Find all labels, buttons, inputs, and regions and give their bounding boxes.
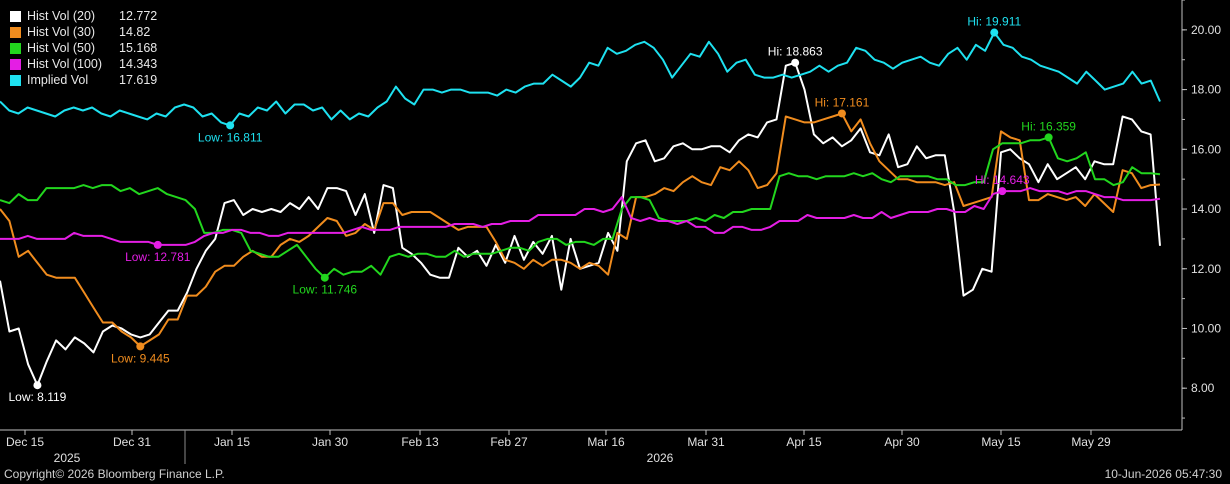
series-layer: [0, 31, 1161, 387]
annotation-label: Low: 8.119: [9, 390, 67, 404]
year-label: 2025: [54, 451, 81, 465]
legend-series-value: 17.619: [119, 73, 158, 87]
y-tick-label: 10.00: [1191, 321, 1221, 335]
x-tick-label: Apr 15: [786, 435, 822, 449]
chart-axes: 8.00 10.00 12.00 14.00 16.00 18.00 20.00 Dec 15…: [0, 0, 1221, 465]
annotation-label: Hi: 17.161: [815, 95, 870, 109]
y-tick-label: 12.00: [1191, 262, 1221, 276]
copyright-text: Copyright© 2026 Bloomberg Finance L.P.: [4, 467, 225, 481]
x-tick-label: Mar 31: [687, 435, 725, 449]
legend-item: Hist Vol (20) 12.772: [10, 8, 157, 24]
legend-item: Hist Vol (100) 14.343: [10, 56, 157, 72]
annotation-marker: [1044, 133, 1053, 142]
x-tick-label: Jan 15: [214, 435, 250, 449]
series-line-1: [0, 112, 1161, 348]
annotation-marker: [136, 342, 145, 351]
y-tick-label: 18.00: [1191, 83, 1221, 97]
legend-series-name: Hist Vol (20): [27, 9, 96, 23]
legend-series-name: Hist Vol (30): [27, 25, 96, 39]
annotation-marker: [791, 58, 800, 67]
x-tick-label: May 15: [981, 435, 1021, 449]
annotation-label: Hi: 16.359: [1021, 119, 1076, 133]
series-line-3: [0, 187, 1161, 246]
legend-item: Hist Vol (50) 15.168: [10, 40, 157, 56]
legend: Hist Vol (20) 12.772 Hist Vol (30) 14.82 His…: [6, 6, 162, 90]
legend-swatch: [10, 10, 21, 22]
annotation-label: Hi: 18.863: [768, 45, 823, 59]
annotation-marker: [990, 28, 999, 37]
x-tick-label: Apr 30: [884, 435, 920, 449]
legend-series-name: Implied Vol: [27, 73, 89, 87]
annotation-label: Hi: 19.911: [967, 15, 1021, 29]
timestamp-text: 10-Jun-2026 05:47:30: [1104, 467, 1222, 481]
legend-series-value: 14.343: [119, 57, 158, 71]
annotation-marker: [998, 187, 1007, 196]
legend-swatch: [10, 26, 21, 38]
annotation-marker: [837, 109, 846, 118]
x-tick-label: Feb 27: [490, 435, 528, 449]
annotation-label: Hi: 14.643: [975, 173, 1030, 187]
year-label: 2026: [647, 451, 674, 465]
legend-swatch: [10, 74, 21, 86]
legend-item: Implied Vol 17.619: [10, 72, 157, 88]
legend-series-name: Hist Vol (100): [27, 57, 103, 71]
y-tick-label: 8.00: [1191, 381, 1215, 395]
legend-series-value: 14.82: [119, 25, 151, 39]
x-tick-label: Dec 15: [6, 435, 44, 449]
series-line-2: [0, 136, 1161, 279]
y-tick-label: 14.00: [1191, 202, 1221, 216]
y-tick-label: 16.00: [1191, 142, 1221, 156]
y-tick-label: 20.00: [1191, 23, 1221, 37]
annotation-marker: [320, 273, 329, 282]
annotation-label: Low: 12.781: [125, 250, 191, 264]
annotation-label: Low: 16.811: [198, 130, 263, 144]
annotation-label: Low: 11.746: [293, 283, 358, 297]
series-line-4: [0, 31, 1161, 127]
x-tick-label: Mar 16: [587, 435, 625, 449]
x-tick-label: May 29: [1071, 435, 1111, 449]
legend-swatch: [10, 42, 21, 54]
x-tick-label: Dec 31: [113, 435, 151, 449]
legend-swatch: [10, 58, 21, 70]
legend-series-name: Hist Vol (50): [27, 41, 96, 55]
series-line-0: [0, 61, 1161, 387]
annotation-marker: [153, 240, 162, 249]
x-tick-label: Jan 30: [312, 435, 348, 449]
legend-series-value: 12.772: [119, 9, 158, 23]
legend-series-value: 15.168: [119, 41, 158, 55]
annotation-label: Low: 9.445: [111, 351, 170, 365]
legend-item: Hist Vol (30) 14.82: [10, 24, 157, 40]
annotation-marker: [33, 381, 42, 390]
annotation-layer: Low: 8.119 Hi: 18.863 Low: 9.445 Hi: 17.161…: [9, 15, 1077, 405]
annotation-marker: [226, 121, 235, 130]
x-tick-label: Feb 13: [401, 435, 439, 449]
